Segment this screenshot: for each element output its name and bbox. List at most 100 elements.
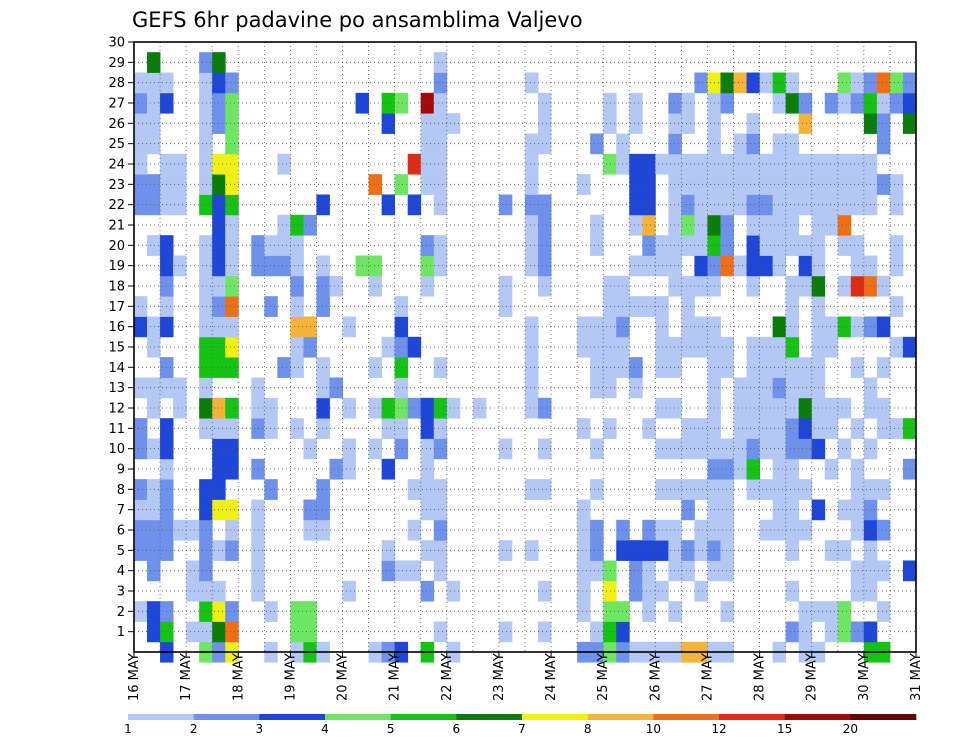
heatmap-cell: [199, 174, 213, 195]
heatmap-cell: [746, 255, 760, 277]
y-tick-label: 4: [117, 564, 125, 579]
heatmap-cell: [668, 519, 682, 541]
heatmap-cell: [733, 438, 747, 460]
heatmap-cell: [681, 214, 695, 236]
heatmap-cell: [694, 580, 708, 602]
heatmap-cell: [629, 255, 643, 277]
heatmap-cell: [433, 113, 448, 134]
colorbar-swatch: [522, 714, 588, 720]
heatmap-cell: [134, 540, 148, 561]
heatmap-cell: [199, 296, 213, 317]
heatmap-cell: [134, 499, 148, 521]
heatmap-cell: [394, 438, 409, 460]
heatmap-cell: [837, 174, 852, 195]
heatmap-cell: [316, 479, 330, 500]
heatmap-cell: [746, 275, 760, 297]
y-tick-label: 16: [108, 320, 125, 335]
heatmap-cell: [186, 621, 200, 643]
heatmap-cell: [668, 397, 682, 419]
heatmap-cell: [681, 479, 695, 500]
colorbar-tick-label: 20: [843, 722, 858, 736]
heatmap-cell: [316, 499, 330, 521]
heatmap-cell: [603, 296, 617, 317]
x-tick-label: 31 MAY: [909, 653, 924, 701]
heatmap-cell: [577, 580, 591, 602]
y-tick-label: 13: [108, 381, 125, 396]
heatmap-cell: [798, 194, 813, 216]
heatmap-cell: [590, 560, 604, 582]
heatmap-cell: [837, 235, 852, 256]
heatmap-cell: [824, 153, 839, 175]
heatmap-cell: [668, 92, 682, 114]
heatmap-cell: [199, 601, 213, 622]
heatmap-cell: [824, 458, 839, 480]
heatmap-cell: [225, 255, 239, 277]
heatmap-cell: [134, 174, 148, 195]
heatmap-cell: [720, 153, 734, 175]
heatmap-cell: [798, 519, 813, 541]
heatmap-cell: [446, 580, 461, 602]
y-tick-label: 22: [108, 198, 125, 213]
heatmap-cell: [420, 275, 435, 297]
heatmap-cell: [173, 377, 187, 399]
heatmap-cell: [277, 153, 291, 175]
heatmap-cell: [525, 72, 539, 94]
colorbar-tick-label: 6: [453, 722, 461, 736]
heatmap-cell: [603, 153, 617, 175]
heatmap-cell: [525, 336, 539, 358]
heatmap-cell: [199, 275, 213, 297]
heatmap-cell: [837, 72, 852, 94]
heatmap-cell: [603, 418, 617, 439]
heatmap-cell: [837, 92, 852, 114]
heatmap-cell: [824, 397, 839, 419]
heatmap-cell: [772, 72, 787, 94]
heatmap-cell: [798, 418, 813, 439]
heatmap-cell: [629, 560, 643, 582]
heatmap-cell: [785, 458, 800, 480]
heatmap-cell: [720, 92, 734, 114]
heatmap-cell: [498, 275, 513, 297]
heatmap-cell: [850, 621, 865, 643]
heatmap-cell: [785, 336, 800, 358]
colorbar-swatch: [719, 714, 785, 720]
heatmap-cell: [642, 214, 656, 236]
heatmap-cell: [538, 275, 552, 297]
heatmap-cell: [642, 194, 656, 216]
heatmap-cell: [316, 275, 330, 297]
heatmap-cell: [368, 255, 383, 277]
heatmap-cell: [538, 133, 552, 155]
heatmap-cell: [720, 336, 734, 358]
heatmap-cell: [733, 377, 747, 399]
heatmap-cell: [420, 174, 435, 195]
heatmap-cell: [889, 336, 904, 358]
heatmap-cell: [225, 458, 239, 480]
heatmap-cell: [134, 153, 148, 175]
heatmap-cell: [381, 397, 396, 419]
heatmap-cell: [525, 214, 539, 236]
heatmap-cell: [785, 92, 800, 114]
heatmap-cell: [798, 92, 813, 114]
colorbar-swatch: [653, 714, 720, 720]
heatmap-cell: [785, 540, 800, 561]
heatmap-cell: [772, 336, 787, 358]
heatmap-cell: [824, 194, 839, 216]
heatmap-cell: [694, 479, 708, 500]
heatmap-cell: [629, 296, 643, 317]
heatmap-cell: [290, 336, 304, 358]
colorbar-swatch: [587, 714, 654, 720]
heatmap-cell: [590, 316, 604, 338]
heatmap-cell: [225, 133, 239, 155]
heatmap-cell: [134, 438, 148, 460]
heatmap-cell: [746, 72, 760, 94]
heatmap-cell: [785, 621, 800, 643]
heatmap-cell: [394, 316, 409, 338]
heatmap-cell: [850, 580, 865, 602]
heatmap-cell: [720, 214, 734, 236]
heatmap-cell: [889, 418, 904, 439]
heatmap-cell: [902, 560, 917, 582]
heatmap-cell: [147, 52, 161, 73]
heatmap-cell: [876, 601, 891, 622]
heatmap-cell: [147, 519, 161, 541]
heatmap-cell: [642, 153, 656, 175]
heatmap-cell: [629, 194, 643, 216]
